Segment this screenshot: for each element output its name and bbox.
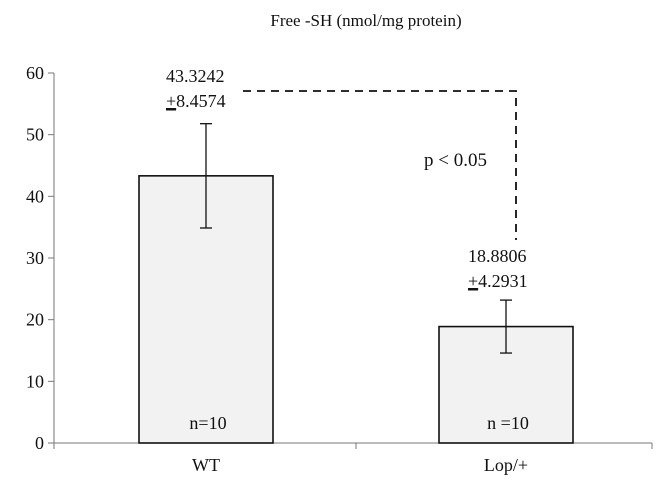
x-tick-label-1: Lop/+ bbox=[484, 455, 528, 475]
y-tick-label-60: 60 bbox=[26, 63, 44, 83]
n-label-1: n =10 bbox=[487, 413, 529, 433]
significance-label: p < 0.05 bbox=[424, 150, 487, 171]
y-tick-label-0: 0 bbox=[35, 433, 44, 453]
error-bars bbox=[200, 123, 512, 354]
data-labels: WT n=10 Lop/+ n =10 43.3242 +8.4574 18.8806 +4.… bbox=[166, 66, 529, 475]
significance-line bbox=[243, 90, 517, 240]
chart-title: Free -SH (nmol/mg protein) bbox=[270, 11, 461, 30]
y-tick-label-20: 20 bbox=[26, 310, 44, 330]
error-label-0: +8.4574 bbox=[166, 91, 226, 111]
y-tick-label-40: 40 bbox=[26, 186, 44, 206]
y-tick-label-50: 50 bbox=[26, 125, 44, 145]
y-tick-label-10: 10 bbox=[26, 371, 44, 391]
value-label-1: 18.8806 bbox=[468, 246, 527, 266]
error-label-1: +4.2931 bbox=[468, 271, 528, 291]
n-label-0: n=10 bbox=[189, 413, 226, 433]
y-tick-label-30: 30 bbox=[26, 248, 44, 268]
x-tick-label-0: WT bbox=[192, 455, 220, 475]
bars bbox=[138, 175, 574, 444]
significance-bracket: p < 0.05 bbox=[243, 90, 517, 240]
value-label-0: 43.3242 bbox=[166, 66, 225, 86]
y-ticks: 0 10 20 30 40 50 60 bbox=[26, 63, 54, 453]
